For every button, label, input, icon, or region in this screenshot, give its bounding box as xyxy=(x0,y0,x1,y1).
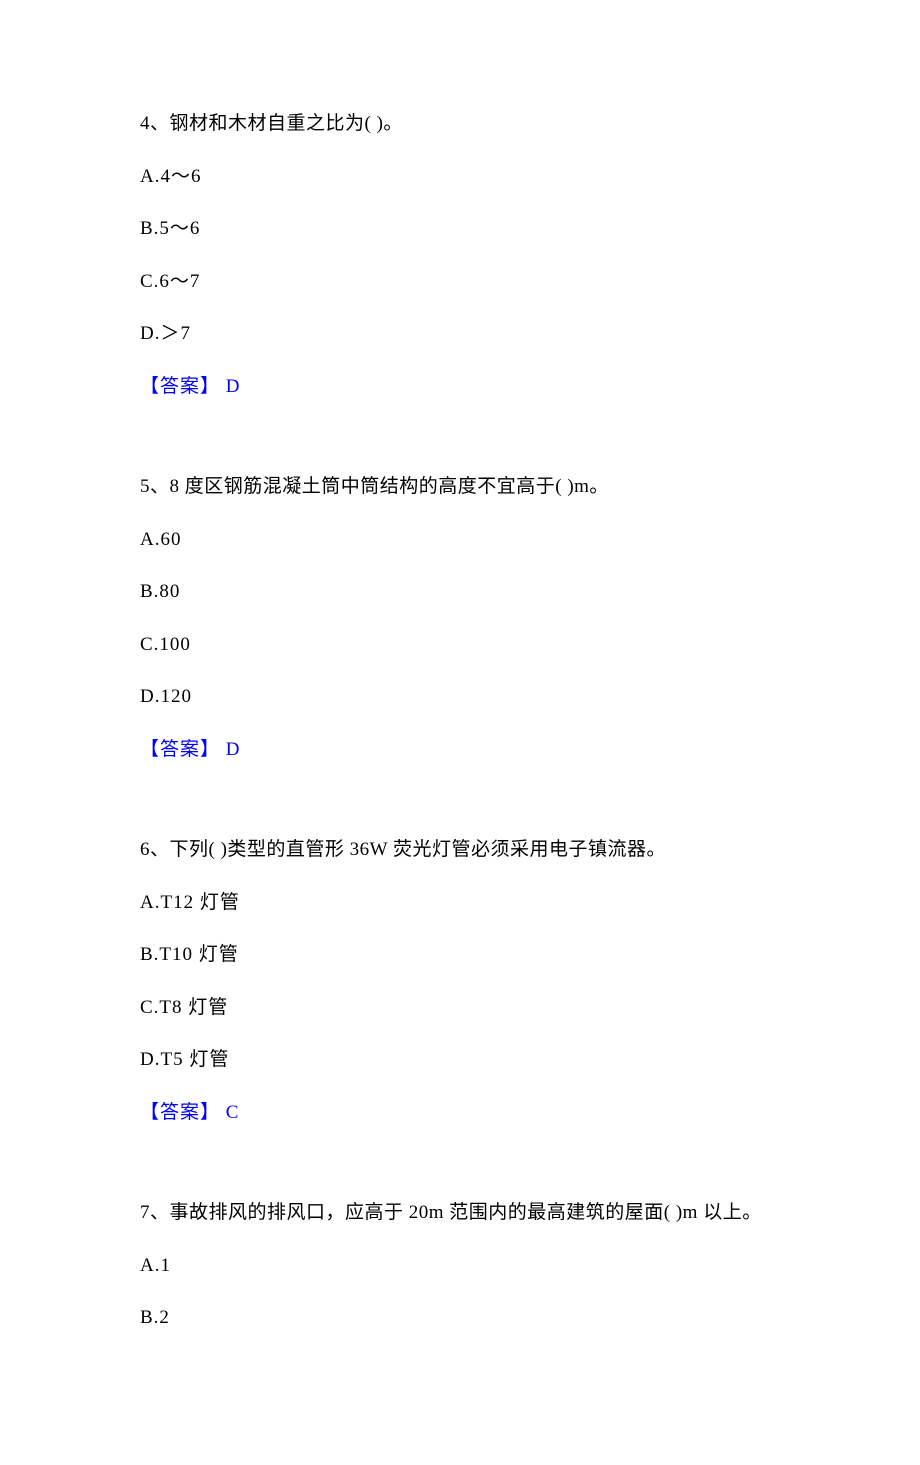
question-block: 5、8 度区钢筋混凝土筒中筒结构的高度不宜高于( )m。 A.60 B.80 C… xyxy=(140,473,780,764)
answer-label: 【答案】 D xyxy=(140,373,780,402)
question-block: 6、下列( )类型的直管形 36W 荧光灯管必须采用电子镇流器。 A.T12 灯… xyxy=(140,836,780,1127)
option-a: A.4～6 xyxy=(140,163,780,192)
question-stem: 7、事故排风的排风口，应高于 20m 范围内的最高建筑的屋面( )m 以上。 xyxy=(140,1199,780,1228)
question-stem: 5、8 度区钢筋混凝土筒中筒结构的高度不宜高于( )m。 xyxy=(140,473,780,502)
option-d: D.T5 灯管 xyxy=(140,1046,780,1075)
option-c: C.6～7 xyxy=(140,268,780,297)
option-b: B.T10 灯管 xyxy=(140,941,780,970)
option-b: B.2 xyxy=(140,1304,780,1333)
question-block: 7、事故排风的排风口，应高于 20m 范围内的最高建筑的屋面( )m 以上。 A… xyxy=(140,1199,780,1333)
question-stem: 6、下列( )类型的直管形 36W 荧光灯管必须采用电子镇流器。 xyxy=(140,836,780,865)
option-b: B.5～6 xyxy=(140,215,780,244)
answer-label: 【答案】 D xyxy=(140,736,780,765)
option-b: B.80 xyxy=(140,578,780,607)
option-c: C.100 xyxy=(140,631,780,660)
question-stem: 4、钢材和木材自重之比为( )。 xyxy=(140,110,780,139)
option-d: D.120 xyxy=(140,683,780,712)
option-a: A.60 xyxy=(140,526,780,555)
option-a: A.1 xyxy=(140,1252,780,1281)
option-a: A.T12 灯管 xyxy=(140,889,780,918)
document-page: 4、钢材和木材自重之比为( )。 A.4～6 B.5～6 C.6～7 D.＞7 … xyxy=(0,0,920,1465)
option-c: C.T8 灯管 xyxy=(140,994,780,1023)
answer-label: 【答案】 C xyxy=(140,1099,780,1128)
question-block: 4、钢材和木材自重之比为( )。 A.4～6 B.5～6 C.6～7 D.＞7 … xyxy=(140,110,780,401)
option-d: D.＞7 xyxy=(140,320,780,349)
